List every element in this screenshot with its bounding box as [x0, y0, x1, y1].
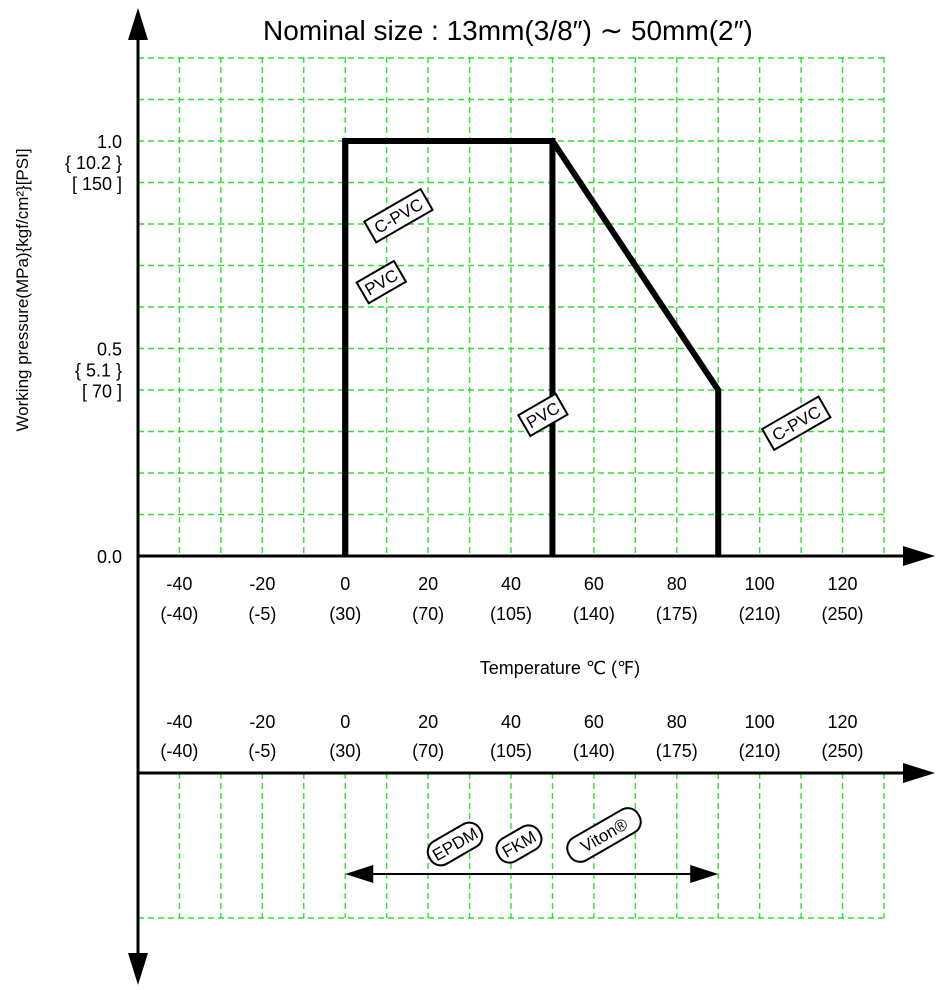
y-axis-label-text: Working pressure(MPa){kgf/cm²}[PSI]	[13, 148, 33, 431]
x-tick-label-f: (-5)	[248, 604, 276, 624]
x-axis-arrow-bottom	[903, 763, 935, 783]
x-tick-label: 60	[584, 712, 604, 732]
x-tick-label-f: (210)	[739, 604, 781, 624]
x-tick-label-f: (210)	[739, 741, 781, 761]
x-tick-label: 40	[501, 712, 521, 732]
x-tick-label-f: (105)	[490, 604, 532, 624]
material-label: Viton®	[563, 804, 645, 867]
y-tick-label: [ 70 ]	[82, 382, 122, 402]
x-tick-label: 0	[340, 574, 350, 594]
series-label-c-pvc: C-PVC	[762, 397, 830, 450]
y-tick-label: 0.0	[97, 547, 122, 567]
x-axis-arrow	[903, 546, 935, 566]
x-tick-label-f: (70)	[412, 741, 444, 761]
y-tick-label: 1.0	[97, 132, 122, 152]
x-tick-label-f: (-5)	[248, 741, 276, 761]
x-tick-label: 80	[667, 712, 687, 732]
y-tick-label: 0.5	[97, 340, 122, 360]
y-tick-label: [ 150 ]	[72, 174, 122, 194]
series-label-c-pvc: C-PVC	[364, 189, 432, 242]
x-tick-label-f: (175)	[656, 604, 698, 624]
x-tick-label: 100	[745, 574, 775, 594]
x-tick-label-f: (-40)	[160, 604, 198, 624]
x-tick-label: -20	[249, 712, 275, 732]
range-arrow-right	[690, 865, 718, 883]
x-tick-label-f: (105)	[490, 741, 532, 761]
x-tick-label-f: (-40)	[160, 741, 198, 761]
range-arrow-left	[345, 865, 373, 883]
x-tick-label-f: (70)	[412, 604, 444, 624]
top-grid	[138, 57, 884, 556]
x-tick-label-f: (140)	[573, 604, 615, 624]
x-tick-label: -40	[166, 712, 192, 732]
x-axis-title: Temperature ℃ (℉)	[480, 658, 640, 678]
tick-labels: 0.0 0.5{ 5.1 }[ 70 ] 1.0{ 10.2 }[ 150 ] -40…	[65, 132, 864, 761]
x-tick-label-f: (175)	[656, 741, 698, 761]
x-tick-label: 0	[340, 712, 350, 732]
x-tick-label: 40	[501, 574, 521, 594]
y-tick-label: { 10.2 }	[65, 153, 122, 173]
x-tick-label-f: (250)	[822, 604, 864, 624]
x-tick-label: 20	[418, 574, 438, 594]
x-tick-label: 60	[584, 574, 604, 594]
chart-title: Nominal size : 13mm(3/8″) ∼ 50mm(2″)	[263, 14, 753, 47]
x-tick-label: 120	[828, 574, 858, 594]
x-tick-label: 20	[418, 712, 438, 732]
material-range: EPDM FKM Viton®	[345, 804, 718, 883]
x-tick-label: 80	[667, 574, 687, 594]
series-label-pvc: PVC	[357, 261, 406, 303]
x-tick-label-f: (250)	[822, 741, 864, 761]
x-tick-label-f: (30)	[329, 604, 361, 624]
x-tick-label: 100	[745, 712, 775, 732]
x-tick-label-f: (30)	[329, 741, 361, 761]
x-tick-label-f: (140)	[573, 741, 615, 761]
material-label: FKM	[492, 821, 546, 867]
y-axis-arrow-up	[128, 8, 148, 40]
material-label: EPDM	[423, 818, 486, 870]
series-label-pvc: PVC	[518, 394, 567, 436]
x-tick-label: -40	[166, 574, 192, 594]
x-tick-label: -20	[249, 574, 275, 594]
y-axis-arrow-down	[128, 953, 148, 985]
y-tick-label: { 5.1 }	[75, 361, 122, 381]
x-tick-label: 120	[828, 712, 858, 732]
